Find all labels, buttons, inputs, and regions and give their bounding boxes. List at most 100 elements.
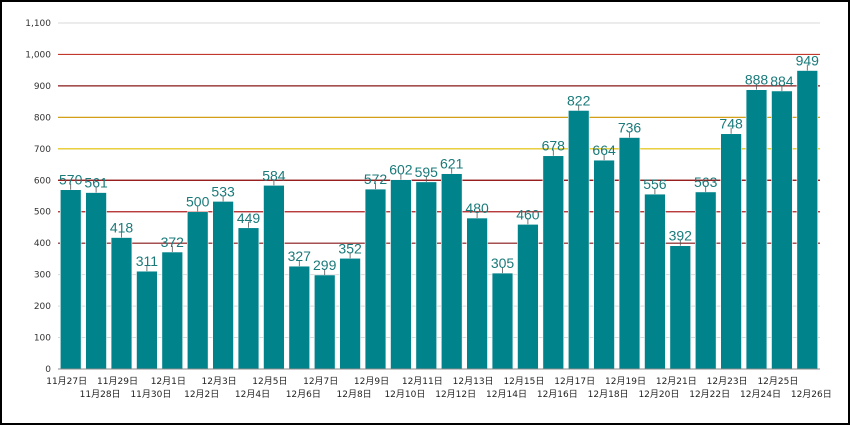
y-tick-label: 1,000 [25, 50, 51, 60]
data-label: 822 [567, 92, 591, 108]
bar [771, 90, 793, 370]
x-tick-label: 11月29日 [97, 376, 138, 387]
bar [85, 192, 107, 370]
y-tick-label: 900 [34, 82, 51, 92]
data-label: 533 [211, 183, 235, 199]
data-label: 884 [770, 73, 794, 89]
x-tick-label: 11月27日 [46, 376, 87, 387]
data-label: 748 [719, 116, 743, 132]
data-label: 449 [237, 210, 261, 226]
bar [136, 270, 158, 370]
x-tick-label: 12月6日 [286, 389, 321, 400]
bar [593, 159, 615, 370]
data-label: 561 [84, 175, 108, 191]
bar [796, 70, 819, 370]
x-tick-label: 12月15日 [503, 376, 544, 387]
y-tick-label: 400 [34, 239, 51, 249]
bar [644, 193, 666, 370]
x-tick-label: 11月30日 [130, 389, 171, 400]
x-tick-label: 12月16日 [537, 389, 578, 400]
x-tick-label: 12月24日 [740, 389, 781, 400]
data-label: 460 [516, 206, 540, 222]
x-tick-label: 12月22日 [689, 389, 730, 400]
bar [212, 201, 234, 370]
data-label: 556 [643, 176, 667, 192]
data-label: 595 [415, 164, 439, 180]
data-label: 305 [491, 255, 515, 271]
data-label: 664 [592, 142, 616, 158]
bar [669, 245, 692, 370]
bar [390, 179, 412, 370]
bar [237, 227, 260, 370]
data-label: 352 [338, 240, 362, 256]
y-tick-label: 1,100 [25, 19, 51, 29]
data-label: 949 [796, 52, 820, 68]
x-axis-ticks: 11月27日 11月28日 11月29日 11月30日 12月1日 12月2日 12月3日 1… [46, 376, 832, 400]
x-tick-label: 12月23日 [707, 376, 748, 387]
x-tick-label: 12月5日 [252, 376, 287, 387]
x-tick-label: 12月14日 [486, 389, 527, 400]
y-tick-label: 0 [45, 365, 51, 375]
data-label: 602 [389, 162, 413, 178]
x-tick-label: 12月1日 [151, 376, 186, 387]
bar [288, 265, 311, 370]
bar [466, 217, 488, 370]
y-tick-label: 600 [34, 176, 51, 186]
x-tick-label: 12月4日 [235, 389, 270, 400]
bar [440, 173, 463, 370]
x-tick-label: 12月8日 [337, 389, 372, 400]
y-axis-ticks: 0 100 200 300 400 500 600 700 800 900 1,000 1,100 [25, 19, 51, 375]
data-label: 572 [364, 171, 388, 187]
bar [491, 272, 514, 370]
x-tick-label: 12月12日 [435, 389, 476, 400]
y-tick-label: 200 [34, 302, 51, 312]
x-tick-label: 11月28日 [80, 389, 121, 400]
data-label: 563 [694, 174, 718, 190]
bar [263, 185, 285, 370]
y-tick-label: 500 [34, 208, 51, 218]
x-tick-label: 12月13日 [453, 376, 494, 387]
x-tick-label: 12月2日 [184, 389, 219, 400]
data-label: 500 [186, 194, 210, 210]
data-label: 327 [288, 248, 312, 264]
x-tick-label: 12月26日 [791, 389, 832, 400]
y-tick-label: 700 [34, 145, 51, 155]
bar [745, 89, 768, 370]
data-label: 372 [161, 234, 185, 250]
data-label: 678 [542, 138, 566, 154]
bar [110, 237, 133, 370]
data-label: 736 [618, 119, 642, 135]
x-tick-label: 12月11日 [402, 376, 443, 387]
data-labels: 570 5614183113725005334495843272993525726… [59, 52, 819, 272]
bars [59, 64, 819, 370]
data-label: 584 [262, 167, 286, 183]
y-tick-label: 300 [34, 271, 51, 281]
bar [59, 189, 82, 370]
x-tick-label: 12月7日 [303, 376, 338, 387]
data-label: 299 [313, 257, 337, 273]
x-tick-label: 12月25日 [757, 376, 798, 387]
bar [567, 110, 590, 370]
bar [313, 274, 336, 370]
x-tick-label: 12月3日 [202, 376, 237, 387]
data-label: 311 [136, 253, 159, 269]
bar [542, 155, 565, 370]
x-tick-label: 12月21日 [656, 376, 697, 387]
bar [415, 181, 438, 370]
x-tick-label: 12月19日 [605, 376, 646, 387]
bar [364, 188, 387, 370]
data-label: 418 [110, 220, 134, 236]
bar [186, 211, 209, 370]
bar [517, 224, 539, 370]
data-label: 570 [59, 172, 83, 188]
data-label: 888 [745, 72, 769, 88]
x-tick-label: 12月17日 [554, 376, 595, 387]
x-tick-label: 12月9日 [354, 376, 389, 387]
data-label: 480 [465, 200, 489, 216]
y-tick-label: 800 [34, 113, 51, 123]
x-tick-label: 12月18日 [588, 389, 629, 400]
data-label: 392 [669, 228, 693, 244]
x-tick-label: 12月10日 [384, 389, 425, 400]
